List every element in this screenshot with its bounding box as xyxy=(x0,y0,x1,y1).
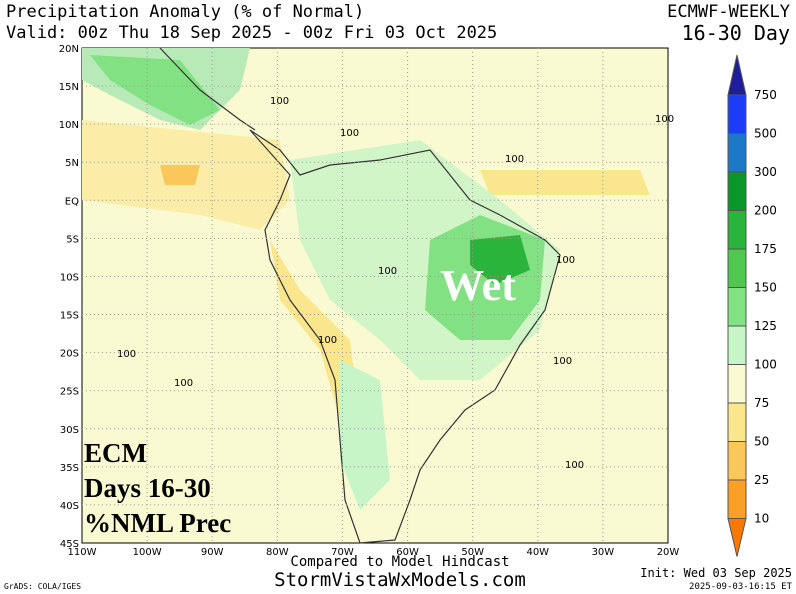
title: Precipitation Anomaly (% of Normal) xyxy=(6,2,364,22)
lon-label: 70W xyxy=(331,547,354,558)
colorbar-swatch xyxy=(727,364,747,404)
colorbar-label: 100 xyxy=(754,358,777,372)
colorbar-label: 175 xyxy=(754,242,777,256)
lon-label: 80W xyxy=(266,547,289,558)
contour-label: 100 xyxy=(378,266,397,277)
contour-label: 100 xyxy=(556,255,575,266)
lat-label: 15S xyxy=(60,311,79,322)
lon-label: 50W xyxy=(461,547,484,558)
model: ECMWF-WEEKLY xyxy=(667,2,790,22)
colorbar-label: 50 xyxy=(754,435,769,449)
graticule: 20N15N10N5NEQ5S10S15S20S25S30S35S40S45S1… xyxy=(59,44,680,558)
lon-label: 20W xyxy=(657,547,680,558)
colorbar-label: 25 xyxy=(754,473,769,487)
colorbar-swatch xyxy=(727,287,747,327)
contour-label: 100 xyxy=(655,114,674,125)
colorbar-swatch xyxy=(727,133,747,173)
colorbar-label: 500 xyxy=(754,127,777,141)
dry-region xyxy=(160,165,200,185)
colorbar-swatch xyxy=(727,479,747,519)
lon-label: 60W xyxy=(396,547,419,558)
wet-annotation: Wet xyxy=(440,261,516,310)
lon-label: 40W xyxy=(526,547,549,558)
coastline xyxy=(249,129,561,544)
lat-label: 35S xyxy=(60,463,79,474)
colorbar-label: 75 xyxy=(754,396,769,410)
period: 16-30 Day xyxy=(682,21,790,45)
dry-region xyxy=(270,240,360,420)
timestamp: 2025-09-03-16:15 ET xyxy=(689,582,793,592)
colorbar-swatch xyxy=(727,210,747,250)
valid: Valid: 00z Thu 18 Sep 2025 - 00z Fri 03 … xyxy=(6,23,497,43)
contour-label: 100 xyxy=(553,356,572,367)
contour-label: 100 xyxy=(117,349,136,360)
colorbar-label: 750 xyxy=(754,88,777,102)
lat-label: 10S xyxy=(60,272,79,283)
lon-label: 30W xyxy=(592,547,615,558)
lon-label: 110W xyxy=(68,547,97,558)
lon-label: 90W xyxy=(201,547,224,558)
lat-label: 20N xyxy=(59,44,79,55)
lat-label: 10N xyxy=(59,120,79,131)
colorbar: 750 500 300 200 175 150 125 100 75 50 25 10 xyxy=(727,54,777,557)
colorbar-swatch xyxy=(727,441,747,481)
colorbar-cap xyxy=(727,518,747,557)
lat-label: EQ xyxy=(65,196,79,207)
site: StormVistaWxModels.com xyxy=(274,569,526,591)
dry-region xyxy=(480,170,650,195)
wet-region xyxy=(90,55,220,125)
colorbar-swatch xyxy=(727,171,747,211)
lat-label: 5N xyxy=(65,158,79,169)
colorbar-label: 200 xyxy=(754,204,777,218)
stamp-line: %NML Prec xyxy=(84,508,231,538)
contour-label: 100 xyxy=(270,96,289,107)
colorbar-label: 150 xyxy=(754,281,777,295)
lat-label: 20S xyxy=(60,349,79,360)
coastline xyxy=(159,47,256,131)
colorbar-label: 10 xyxy=(754,512,769,526)
lon-label: 100W xyxy=(133,547,162,558)
colorbar-label: 300 xyxy=(754,165,777,179)
contour-label: 100 xyxy=(318,335,337,346)
wet-region xyxy=(470,235,530,285)
map-area: 20N15N10N5NEQ5S10S15S20S25S30S35S40S45S1… xyxy=(59,44,680,558)
init: Init: Wed 03 Sep 2025 xyxy=(640,566,792,580)
stamp-line: Days 16-30 xyxy=(84,473,211,503)
credit: GrADS: COLA/IGES xyxy=(4,582,81,591)
colorbar-swatch xyxy=(727,402,747,442)
lat-label: 5S xyxy=(66,234,79,245)
contour-label: 100 xyxy=(565,460,584,471)
lat-label: 45S xyxy=(60,539,79,550)
stamp-line: ECM xyxy=(84,438,147,468)
colorbar-cap xyxy=(727,54,747,96)
colorbar-swatch xyxy=(727,94,747,134)
lat-label: 40S xyxy=(60,501,79,512)
contour-label: 100 xyxy=(340,128,359,139)
contour-label: 100 xyxy=(174,378,193,389)
lat-label: 15N xyxy=(59,82,79,93)
colorbar-label: 125 xyxy=(754,319,777,333)
wet-region xyxy=(340,360,390,510)
hindcast: Compared to Model Hindcast xyxy=(290,554,509,570)
lat-label: 25S xyxy=(60,387,79,398)
contour-label: 100 xyxy=(505,154,524,165)
colorbar-swatch xyxy=(727,248,747,288)
colorbar-swatch xyxy=(727,325,747,365)
lat-label: 30S xyxy=(60,425,79,436)
